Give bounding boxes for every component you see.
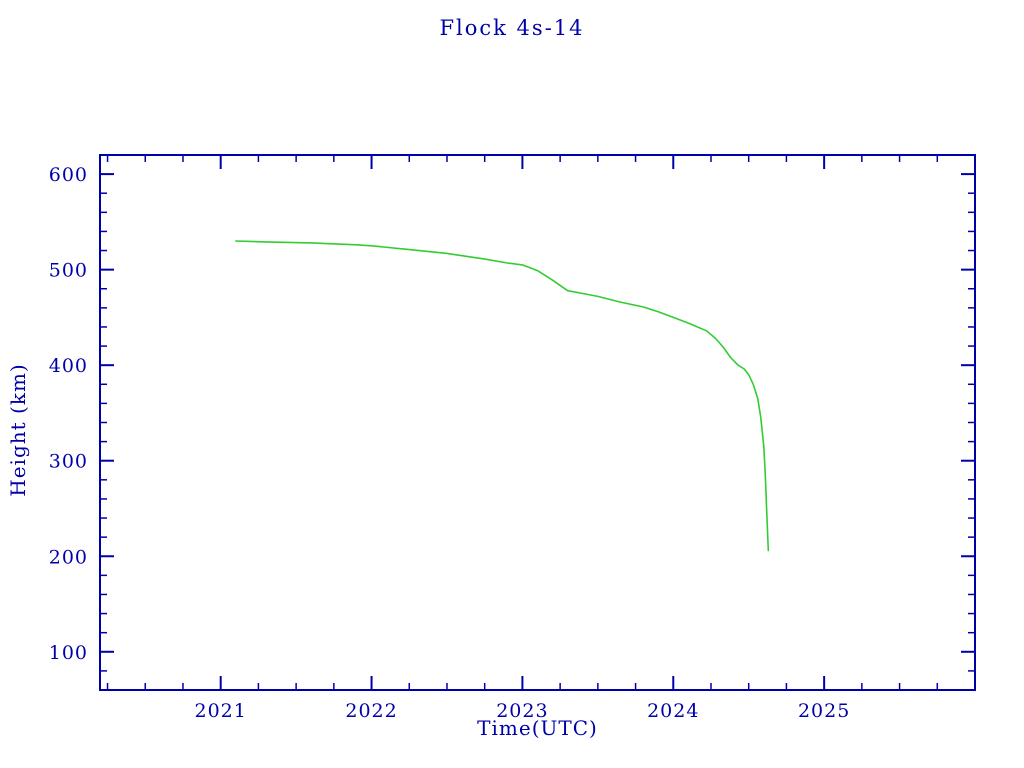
x-tick-label: 2022 — [345, 700, 397, 722]
x-tick-label: 2024 — [647, 700, 699, 722]
y-tick-label: 100 — [49, 642, 88, 664]
y-tick-label: 200 — [49, 546, 88, 568]
x-tick-label: 2023 — [496, 700, 548, 722]
data-line — [235, 240, 770, 552]
chart-title: Flock 4s-14 — [439, 16, 585, 40]
plot-frame — [99, 154, 976, 691]
y-tick-label: 300 — [49, 451, 88, 473]
y-tick-label: 600 — [49, 164, 88, 186]
x-tick-label: 2025 — [798, 700, 850, 722]
x-axis-label: Time(UTC) — [477, 716, 598, 740]
y-tick-label: 400 — [49, 355, 88, 377]
y-tick-label: 500 — [49, 260, 88, 282]
x-tick-label: 2021 — [195, 700, 247, 722]
